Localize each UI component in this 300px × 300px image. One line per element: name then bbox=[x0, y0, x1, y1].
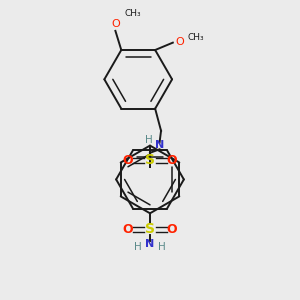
Text: CH₃: CH₃ bbox=[124, 9, 141, 18]
Text: O: O bbox=[123, 154, 133, 167]
Text: CH₃: CH₃ bbox=[188, 33, 204, 42]
Text: S: S bbox=[145, 223, 155, 236]
Text: H: H bbox=[158, 242, 166, 252]
Text: H: H bbox=[145, 136, 152, 146]
Text: S: S bbox=[145, 153, 155, 167]
Text: O: O bbox=[167, 154, 177, 167]
Text: O: O bbox=[167, 223, 177, 236]
Text: O: O bbox=[175, 37, 184, 47]
Text: O: O bbox=[123, 223, 133, 236]
Text: H: H bbox=[134, 242, 142, 252]
Text: O: O bbox=[111, 19, 120, 29]
Text: N: N bbox=[146, 238, 154, 249]
Text: N: N bbox=[155, 140, 164, 151]
